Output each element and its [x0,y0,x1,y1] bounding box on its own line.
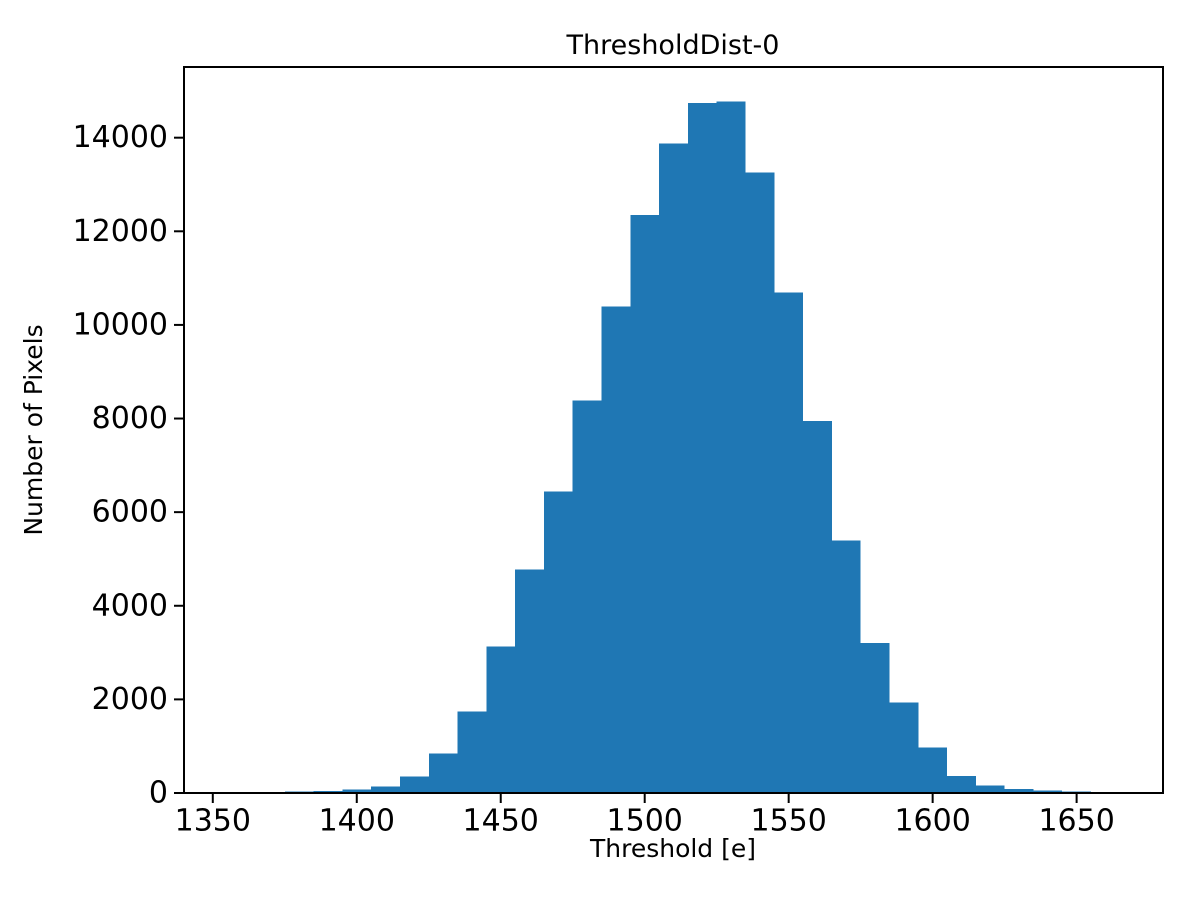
histogram-bar [601,306,631,793]
histogram-bar [774,292,804,793]
histogram-bar [860,643,890,793]
histogram-bar [543,491,573,793]
x-tick-label: 1600 [894,804,970,839]
histogram-bar [630,214,660,793]
y-tick-label: 6000 [92,495,168,530]
histogram-bar [745,172,775,793]
histogram-bar [371,786,400,793]
histogram-bar [457,711,487,793]
x-tick-label: 1650 [1038,804,1114,839]
plot-area-border [183,66,1164,794]
x-tick-label: 1450 [463,804,539,839]
histogram-bar [889,702,919,793]
x-tick-label: 1550 [750,804,826,839]
y-axis-ticks: 0 2000 4000 6000 8000 10000 12000 14000 [73,120,184,811]
histogram-bar [975,785,1005,793]
histogram-bars [227,101,1120,794]
histogram-bar [831,540,861,793]
y-tick-label: 12000 [73,214,168,249]
histogram-bar [918,747,948,793]
histogram-bar [947,776,976,793]
histogram-bar [313,790,343,793]
histogram-bar [687,103,717,794]
x-tick-label: 1500 [607,804,683,839]
y-tick-label: 4000 [92,588,168,623]
histogram-bar [1033,790,1063,793]
histogram-bar [716,101,746,793]
y-tick-label: 2000 [92,682,168,717]
histogram-bar [342,789,372,793]
histogram-bar [572,400,602,793]
histogram-bar [803,420,832,793]
histogram-bar [515,569,544,793]
x-axis-ticks: 1350 1400 1450 1500 1550 1600 1650 [175,793,1115,839]
y-axis-label: Number of Pixels [19,324,48,535]
histogram-bar [486,646,516,793]
histogram-bar [399,776,429,793]
histogram-bar [428,753,458,793]
x-tick-label: 1350 [175,804,251,839]
y-tick-label: 10000 [73,307,168,342]
x-tick-label: 1400 [319,804,395,839]
chart-title: ThresholdDist-0 [566,30,780,61]
y-tick-label: 8000 [92,401,168,436]
histogram-bar [1004,789,1034,793]
y-tick-label: 14000 [73,120,168,155]
histogram-bar [659,143,688,794]
y-tick-label: 0 [149,776,168,811]
x-axis-label: Threshold [e] [589,834,756,863]
